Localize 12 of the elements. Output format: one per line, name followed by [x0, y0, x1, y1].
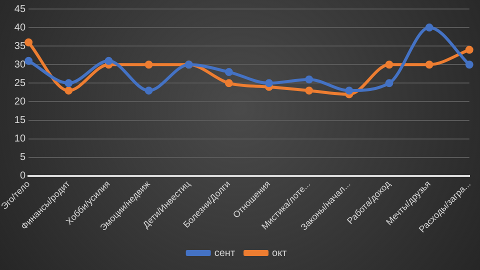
y-tick-label: 5: [20, 152, 26, 164]
y-tick-label: 10: [14, 134, 26, 145]
legend-label: сент: [214, 248, 236, 259]
y-tick-label: 25: [14, 78, 26, 89]
legend-label: окт: [272, 248, 288, 259]
y-tick-label: 35: [14, 40, 26, 52]
y-tick-label: 20: [14, 96, 26, 108]
y-tick-label: 0: [20, 170, 26, 182]
y-tick-label: 45: [14, 4, 26, 15]
y-tick-label: 15: [14, 115, 26, 126]
y-tick-label: 30: [14, 59, 26, 70]
y-tick-label: 40: [14, 22, 26, 34]
